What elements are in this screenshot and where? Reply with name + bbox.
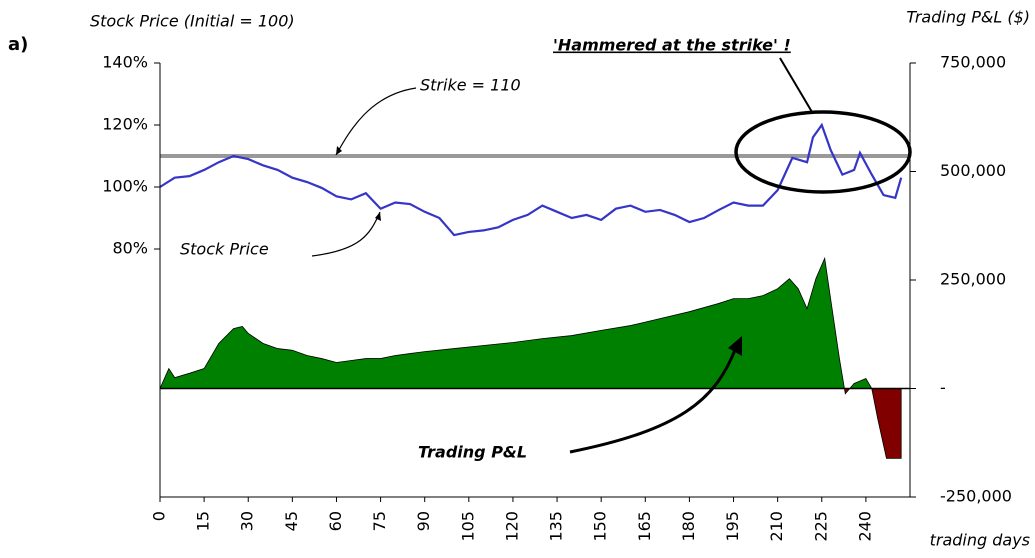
- arrow: [311, 211, 381, 257]
- x-tick-label: 105: [458, 511, 477, 542]
- callout-line: [779, 57, 813, 113]
- y-axis-title: Stock Price (Initial = 100): [90, 12, 295, 31]
- arrow: [335, 87, 417, 156]
- x-tick-label: 240: [855, 511, 874, 542]
- y2-tick-label: 500,000: [940, 161, 1006, 180]
- x-tick-label: 90: [414, 511, 433, 531]
- x-tick-label: 135: [547, 511, 566, 542]
- x-tick-label: 60: [326, 511, 345, 531]
- x-tick-label: 45: [282, 511, 301, 531]
- y-tick-label: 100%: [102, 177, 148, 196]
- trading-pl-label: Trading P&L: [418, 443, 527, 462]
- y2-tick-label: 750,000: [940, 53, 1006, 72]
- x-tick-label: 30: [238, 511, 257, 531]
- panel-label: a): [8, 34, 28, 55]
- area-positive: [159, 256, 872, 388]
- stock-price-label: Stock Price: [180, 240, 269, 259]
- y2-tick-label: 250,000: [940, 270, 1006, 289]
- y-tick-label: 140%: [102, 53, 148, 72]
- x-tick-label: 120: [502, 511, 521, 542]
- x-tick-label: 0: [150, 511, 169, 521]
- x-tick-label: 195: [723, 511, 742, 542]
- strike-label: Strike = 110: [420, 76, 521, 95]
- arrow-head: [336, 146, 342, 155]
- plot-area: 80%100%120%140%-250,000-250,000500,00075…: [102, 53, 1012, 542]
- x-axis-title: trading days: [930, 531, 1030, 550]
- y-tick-label: 120%: [102, 115, 148, 134]
- x-tick-label: 15: [194, 511, 213, 531]
- arrow-head: [375, 212, 381, 221]
- x-tick-label: 165: [635, 511, 654, 542]
- hammered-annotation: 'Hammered at the strike' !: [553, 36, 791, 55]
- arrow-head: [728, 336, 742, 356]
- y2-tick-label: -: [940, 378, 946, 397]
- x-tick-label: 180: [679, 511, 698, 542]
- y-tick-label: 80%: [112, 239, 148, 258]
- x-tick-label: 225: [811, 511, 830, 542]
- arrow: [569, 349, 737, 454]
- x-tick-label: 150: [591, 511, 610, 542]
- callout-ellipse: [734, 110, 912, 194]
- line: [159, 122, 903, 237]
- y2-tick-label: -250,000: [940, 487, 1012, 506]
- x-tick-label: 210: [767, 511, 786, 542]
- x-tick-label: 75: [370, 511, 389, 531]
- y2-axis-title: Trading P&L ($): [906, 8, 1030, 27]
